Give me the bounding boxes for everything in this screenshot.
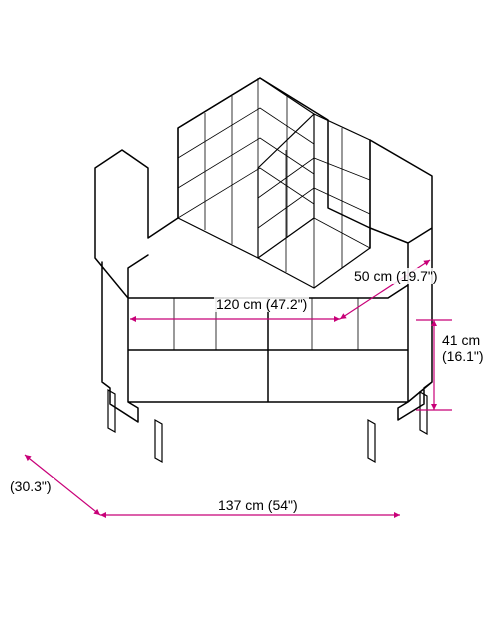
dim-label-seat-height: 41 cm(16.1") [440, 332, 486, 364]
dim-label-total-depth: (30.3") [8, 478, 54, 494]
dim-label-seat-depth: 50 cm (19.7") [352, 268, 440, 284]
sofa-dimension-diagram [0, 0, 500, 641]
cushion-left-vlines [205, 78, 287, 258]
dim-label-total-width: 137 cm (54") [216, 497, 300, 513]
sofa-outline [95, 78, 432, 422]
cushion-left-hlines [178, 108, 314, 218]
dim-label-seat-width: 120 cm (47.2") [214, 296, 309, 312]
cushion-right-vlines [286, 114, 342, 288]
cushion-left-outer [178, 78, 314, 258]
